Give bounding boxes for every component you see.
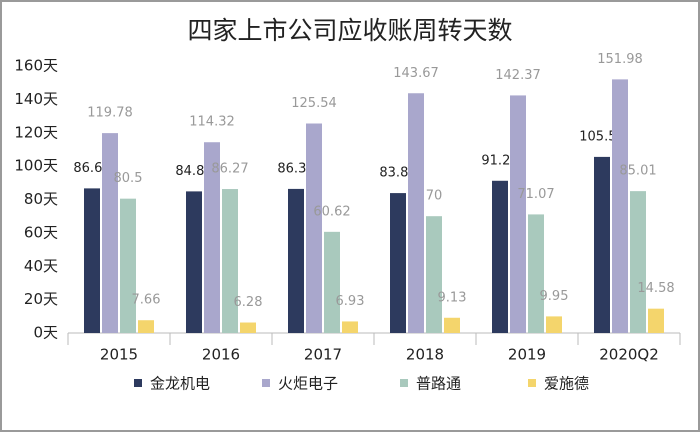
value-label: 14.58 [637, 281, 674, 296]
x-tick-label: 2015 [100, 346, 138, 364]
y-tick-label: 0天 [33, 324, 58, 342]
value-label: 71.07 [517, 187, 554, 202]
value-label: 7.66 [132, 293, 161, 308]
legend-label: 爱施德 [544, 375, 589, 393]
bar [594, 156, 610, 333]
legend-marker [134, 379, 142, 387]
bar [222, 189, 238, 333]
bar [546, 316, 562, 333]
y-tick-label: 40天 [24, 257, 58, 275]
y-tick-label: 60天 [24, 223, 58, 241]
bar [102, 133, 118, 333]
value-label: 143.67 [393, 66, 439, 81]
bar [630, 191, 646, 333]
bar [408, 93, 424, 333]
bar [324, 231, 340, 333]
bar [492, 180, 508, 333]
bar [84, 188, 100, 333]
legend-label: 火炬电子 [278, 375, 338, 393]
value-label: 70 [426, 189, 443, 204]
value-label: 142.37 [495, 68, 541, 83]
y-tick-label: 160天 [14, 57, 58, 75]
x-tick-label: 2019 [508, 346, 546, 364]
value-label: 86.35 [277, 161, 314, 176]
value-label: 85.01 [619, 164, 656, 179]
value-label: 9.13 [438, 290, 467, 305]
value-label: 119.78 [87, 106, 133, 121]
value-label: 86.27 [211, 162, 248, 177]
x-tick-label: 2018 [406, 346, 444, 364]
bar [204, 142, 220, 333]
value-label: 125.54 [291, 96, 337, 111]
y-tick-label: 140天 [14, 90, 58, 108]
value-label: 151.98 [597, 52, 643, 67]
value-label: 114.32 [189, 115, 235, 130]
legend-marker [528, 379, 536, 387]
bar [612, 79, 628, 333]
y-tick-label: 120天 [14, 123, 58, 141]
bar [288, 188, 304, 333]
y-tick-label: 20天 [24, 290, 58, 308]
bar [444, 317, 460, 333]
bar [186, 191, 202, 333]
value-label: 60.62 [313, 204, 350, 219]
bar [390, 193, 406, 333]
bar [510, 95, 526, 333]
legend-marker [400, 379, 408, 387]
y-tick-label: 100天 [14, 157, 58, 175]
bar [648, 308, 664, 333]
value-label: 9.95 [540, 289, 569, 304]
bar [342, 321, 358, 333]
legend-marker [262, 379, 270, 387]
bar [426, 216, 442, 333]
value-label: 84.86 [175, 164, 212, 179]
bar [120, 198, 136, 333]
legend-label: 金龙机电 [150, 375, 210, 393]
value-label: 6.93 [336, 294, 365, 309]
bar [138, 320, 154, 333]
value-label: 83.84 [379, 166, 416, 181]
x-tick-label: 2016 [202, 346, 240, 364]
bar [528, 214, 544, 333]
value-label: 6.28 [234, 295, 263, 310]
chart-title: 四家上市公司应收账周转天数 [187, 16, 512, 45]
x-tick-label: 2017 [304, 346, 342, 364]
value-label: 91.22 [481, 153, 518, 168]
value-label: 80.5 [114, 171, 143, 186]
x-tick-label: 2020Q2 [599, 346, 659, 364]
legend-label: 普路通 [416, 375, 461, 393]
value-label: 86.66 [73, 161, 110, 176]
bar [240, 322, 256, 333]
bar [306, 123, 322, 333]
y-tick-label: 80天 [24, 190, 58, 208]
